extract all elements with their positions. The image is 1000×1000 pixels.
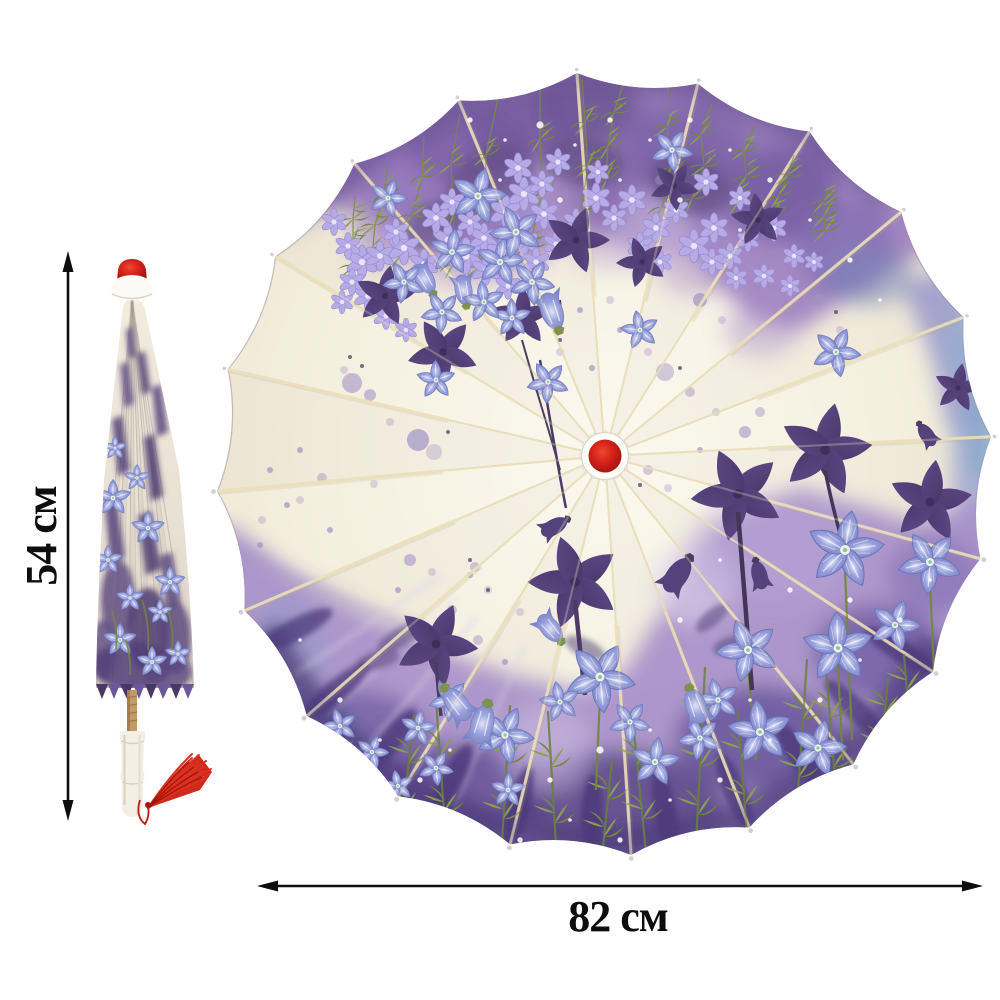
svg-text:82 см: 82 см — [568, 892, 668, 941]
svg-text:54 см: 54 см — [17, 486, 66, 586]
